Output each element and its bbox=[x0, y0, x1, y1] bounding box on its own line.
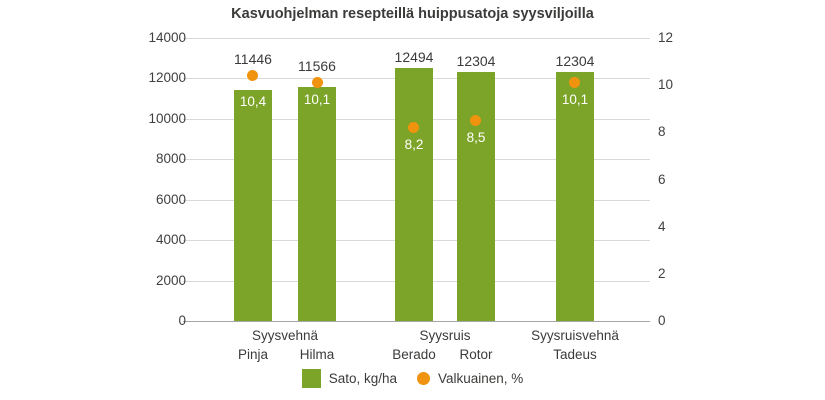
valkuainen-dot bbox=[569, 77, 580, 88]
protein-value-label: 10,1 bbox=[561, 92, 589, 107]
right-axis-tick: 2 bbox=[658, 266, 666, 281]
bar-value-label: 11566 bbox=[298, 58, 336, 74]
category-label: Tadeus bbox=[553, 347, 597, 362]
gridline bbox=[183, 38, 650, 39]
bar-value-label: 12304 bbox=[456, 53, 496, 69]
category-label: Berado bbox=[392, 347, 436, 362]
legend-label: Valkuainen, % bbox=[438, 371, 524, 386]
legend-label: Sato, kg/ha bbox=[328, 371, 397, 386]
legend-item: Valkuainen, % bbox=[417, 371, 523, 386]
sato-bar bbox=[234, 90, 272, 321]
valkuainen-dot bbox=[470, 115, 481, 126]
left-axis-tick: 6000 bbox=[155, 192, 186, 207]
left-axis-tick: 0 bbox=[178, 313, 186, 328]
right-axis-tick: 0 bbox=[658, 313, 666, 328]
bar-value-label: 12494 bbox=[394, 49, 434, 65]
valkuainen-dot bbox=[312, 77, 323, 88]
sato-bar bbox=[457, 72, 495, 321]
group-label: Syysruisvehnä bbox=[531, 328, 619, 343]
protein-value-label: 8,5 bbox=[466, 130, 486, 145]
left-axis-tick: 2000 bbox=[155, 273, 186, 288]
group-label: Syysvehnä bbox=[251, 328, 319, 343]
x-axis-line bbox=[183, 321, 650, 322]
sato-bar bbox=[298, 87, 336, 321]
legend-item: Sato, kg/ha bbox=[301, 369, 397, 388]
left-axis-tick: 4000 bbox=[155, 232, 186, 247]
right-axis-tick: 8 bbox=[658, 124, 666, 139]
valkuainen-dot bbox=[408, 122, 419, 133]
legend-circle-swatch-icon bbox=[417, 372, 430, 385]
group-label: Syysruis bbox=[419, 328, 471, 343]
sato-bar bbox=[556, 72, 594, 321]
right-axis-tick: 12 bbox=[658, 30, 674, 45]
protein-value-label: 10,4 bbox=[239, 94, 267, 109]
category-label: Hilma bbox=[299, 347, 335, 362]
protein-value-label: 10,1 bbox=[303, 92, 331, 107]
legend: Sato, kg/ha Valkuainen, % bbox=[0, 369, 825, 388]
right-axis-tick: 4 bbox=[658, 219, 666, 234]
sato-bar bbox=[395, 68, 433, 321]
left-axis-tick: 14000 bbox=[148, 30, 186, 45]
chart-title: Kasvuohjelman resepteillä huippusatoja s… bbox=[231, 6, 594, 22]
category-label: Pinja bbox=[237, 347, 269, 362]
bar-value-label: 12304 bbox=[555, 53, 595, 69]
bar-value-label: 11446 bbox=[234, 51, 272, 67]
right-axis-tick: 6 bbox=[658, 172, 666, 187]
left-axis-tick: 8000 bbox=[155, 151, 186, 166]
category-label: Rotor bbox=[459, 347, 493, 362]
valkuainen-dot bbox=[247, 70, 258, 81]
legend-square-swatch-icon bbox=[301, 369, 321, 388]
left-axis-tick: 12000 bbox=[148, 70, 186, 85]
left-axis-tick: 10000 bbox=[148, 111, 186, 126]
protein-value-label: 8,2 bbox=[404, 137, 424, 152]
right-axis-tick: 10 bbox=[658, 77, 674, 92]
